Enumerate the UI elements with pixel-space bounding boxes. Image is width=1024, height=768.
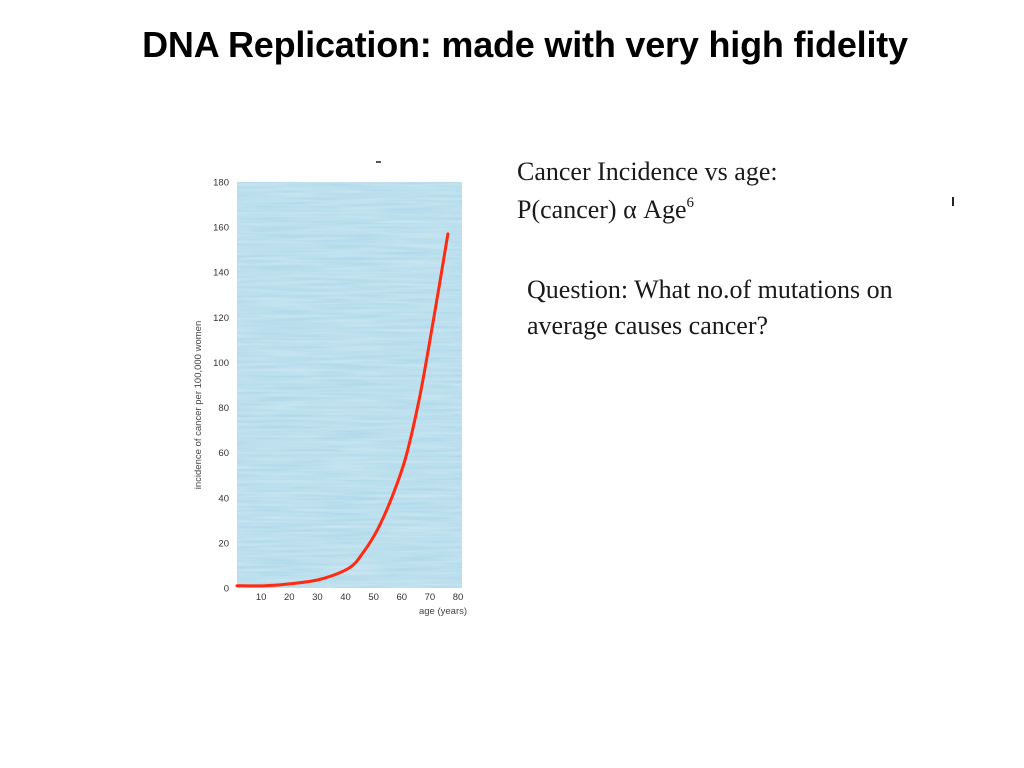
y-axis-title: incidence of cancer per 100,000 women [193,321,204,489]
question-line-2: average causes cancer? [527,311,769,340]
y-tick-label: 60 [218,448,229,459]
x-tick-label: 20 [284,592,295,603]
x-axis-title: age (years) [419,606,467,617]
question-line-1: Question: What no.of mutations on [527,275,893,304]
y-tick-label: 160 [213,223,229,234]
formula-text: P(cancer) α Age [517,195,687,224]
y-tick-label: 20 [218,538,229,549]
y-tick-label: 120 [213,313,229,324]
y-tick-label: 140 [213,268,229,279]
chart-svg: 0 20 40 60 80 100 120 140 160 180 10 20 30 40 50 60 70 8… [193,178,467,618]
y-tick-label: 180 [213,178,229,189]
y-tick-label: 80 [218,403,229,414]
y-tick-label: 100 [213,358,229,369]
x-tick-label: 80 [453,592,464,603]
x-tick-label: 60 [396,592,407,603]
incidence-heading: Cancer Incidence vs age: [517,157,778,186]
incidence-curve [235,232,450,588]
formula-exponent: 6 [686,195,695,211]
x-tick-label: 70 [425,592,436,603]
proportionality-formula: P(cancer) α Age6 [517,195,694,225]
cancer-incidence-chart: 0 20 40 60 80 100 120 140 160 180 10 20 30 40 50 60 70 8… [185,155,485,625]
slide-title: DNA Replication: made with very high fid… [142,24,908,65]
x-tick-label: 30 [312,592,323,603]
x-tick-label: 10 [256,592,267,603]
x-tick-label: 40 [340,592,351,603]
stray-mark-right [952,197,954,206]
y-tick-label: 40 [218,493,229,504]
plot-texture [237,182,462,588]
x-tick-label: 50 [368,592,379,603]
y-tick-label: 0 [224,584,229,595]
stray-mark [376,161,381,163]
